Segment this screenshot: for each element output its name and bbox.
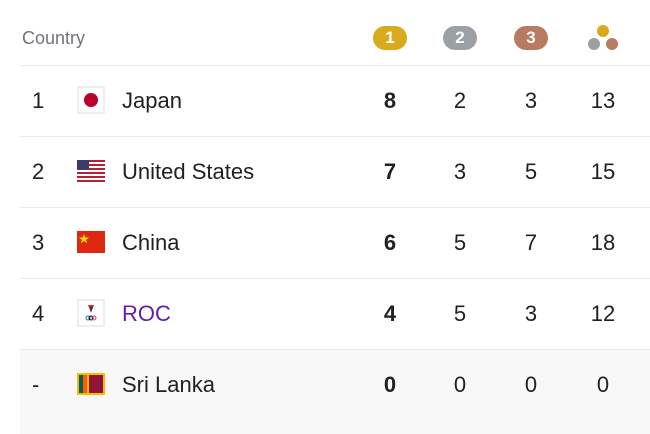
flag	[77, 299, 105, 327]
row[interactable]: 4 ROC 4 5 3 12	[20, 278, 650, 350]
row[interactable]: 3 China 6 5 7 18	[20, 207, 650, 279]
total: 0	[596, 372, 610, 397]
gold: 0	[383, 372, 397, 397]
flag	[77, 231, 105, 253]
row[interactable]: 1 Japan 8 2 3 13	[20, 65, 650, 137]
row[interactable]: - Sri Lanka 0 0 0 0	[20, 349, 650, 434]
gold: 8	[383, 88, 397, 113]
bronze-icon: 3	[514, 26, 548, 50]
gold: 6	[383, 230, 397, 255]
silver: 5	[453, 230, 467, 255]
bronze: 0	[524, 372, 538, 397]
rank: 4	[32, 301, 45, 326]
rank: 1	[32, 88, 45, 113]
country[interactable]: United States	[122, 159, 255, 184]
total: 12	[590, 301, 616, 326]
rank: 2	[32, 159, 45, 184]
gold: 7	[383, 159, 397, 184]
bronze: 3	[524, 88, 538, 113]
silver: 3	[453, 159, 467, 184]
total: 13	[590, 88, 616, 113]
flag	[77, 373, 105, 395]
column-header: Country	[22, 28, 86, 48]
silver-icon: 2	[443, 26, 477, 50]
flag	[77, 86, 105, 114]
rank: -	[32, 372, 40, 397]
total: 18	[590, 230, 616, 255]
total-icon	[588, 25, 618, 50]
country[interactable]: Sri Lanka	[122, 372, 215, 397]
country[interactable]: Japan	[122, 88, 182, 113]
silver: 2	[453, 88, 467, 113]
total: 15	[590, 159, 616, 184]
row[interactable]: 2 United States 7 3 5 15	[20, 136, 650, 208]
flag	[77, 160, 105, 182]
bronze: 3	[524, 301, 538, 326]
rank: 3	[32, 230, 45, 255]
country[interactable]: China	[122, 230, 180, 255]
gold-icon: 1	[373, 26, 407, 50]
silver: 5	[453, 301, 467, 326]
bronze: 7	[524, 230, 538, 255]
bronze: 5	[524, 159, 538, 184]
country-link[interactable]: ROC	[122, 301, 171, 326]
silver: 0	[453, 372, 467, 397]
gold: 4	[383, 301, 397, 326]
